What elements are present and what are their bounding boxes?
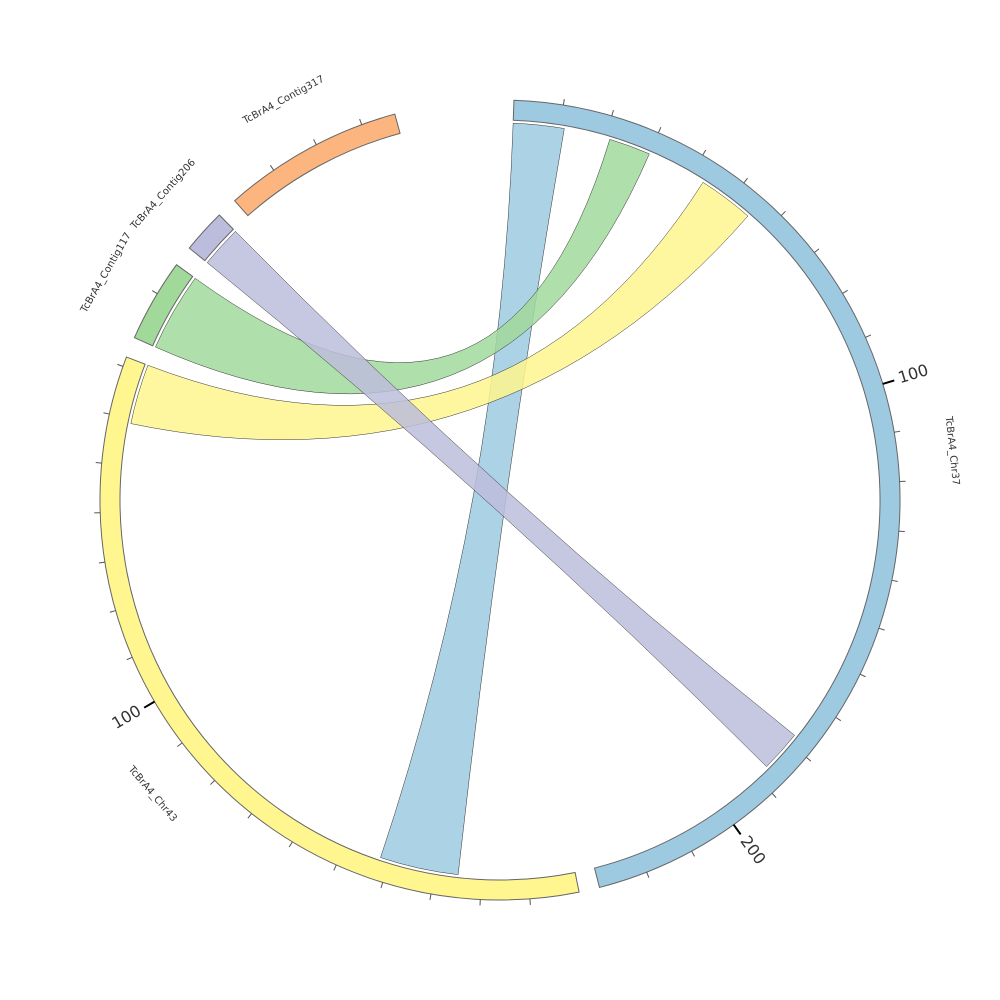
sector-tcbra4-chr43 — [99, 356, 580, 901]
links-layer — [130, 122, 795, 875]
tick-label-tcbra4-chr43-100: 100 — [108, 701, 144, 733]
major-tick-tcbra4-chr43-100 — [143, 700, 156, 709]
tick-tcbra4-chr37-20 — [611, 110, 614, 117]
tick-label-tcbra4-chr37-100: 100 — [896, 360, 931, 387]
sector-label-tcbra4-chr43: TcBrA4_Chr43 — [125, 763, 179, 824]
link-tcbra4-chr37-to-tcbra4-contig206-3 — [206, 231, 795, 767]
tick-tcbra4-contig317-20 — [313, 139, 317, 145]
tick-label-tcbra4-chr37-200: 200 — [737, 832, 770, 868]
tick-tcbra4-chr37-110 — [894, 430, 901, 433]
tick-tcbra4-chr37-160 — [859, 673, 866, 678]
tick-tcbra4-chr37-10 — [562, 99, 565, 106]
sector-tcbra4-contig206 — [188, 214, 235, 262]
sector-label-tcbra4-contig206: TcBrA4_Contig206 — [128, 157, 198, 232]
tick-tcbra4-chr43-60 — [288, 841, 293, 848]
sector-tcbra4-chr37 — [512, 99, 901, 889]
tick-tcbra4-chr37-50 — [743, 177, 748, 184]
tick-tcbra4-chr37-170 — [835, 716, 842, 722]
tick-tcbra4-chr37-90 — [865, 334, 872, 338]
tick-tcbra4-chr43-40 — [380, 882, 384, 889]
tick-tcbra4-chr37-210 — [691, 850, 695, 857]
sector-label-tcbra4-contig317: TcBrA4_Contig317 — [240, 74, 326, 127]
sector-tcbra4-contig317 — [233, 113, 401, 217]
tick-tcbra4-chr37-80 — [842, 289, 848, 294]
tick-tcbra4-chr43-90 — [177, 742, 183, 747]
tick-tcbra4-chr43-70 — [247, 813, 252, 819]
tick-tcbra4-chr43-50 — [333, 864, 337, 871]
major-tick-tcbra4-chr37-200 — [732, 824, 742, 835]
tick-tcbra4-chr37-180 — [805, 756, 812, 762]
tick-tcbra4-chr43-160 — [103, 412, 110, 415]
tick-tcbra4-chr43-30 — [429, 893, 432, 900]
tick-tcbra4-chr37-40 — [702, 149, 707, 156]
link-tcbra4-chr37-to-tcbra4-contig117-1 — [155, 139, 650, 395]
tick-tcbra4-chr43-170 — [117, 363, 124, 367]
tick-tcbra4-chr37-150 — [878, 627, 885, 631]
tick-tcbra4-contig317-10 — [269, 164, 275, 171]
tick-tcbra4-chr37-220 — [646, 871, 650, 878]
tick-tcbra4-contig117-10 — [151, 290, 158, 295]
sector-label-tcbra4-contig117: TcBrA4_Contig117 — [78, 231, 133, 316]
major-tick-tcbra4-chr37-100 — [882, 379, 895, 385]
tick-tcbra4-chr37-70 — [813, 248, 820, 253]
tick-tcbra4-chr43-80 — [210, 779, 216, 785]
tick-tcbra4-chr37-30 — [658, 127, 662, 133]
sector-tcbra4-contig117 — [133, 263, 194, 347]
link-tcbra4-chr37-to-tcbra4-chr43-2 — [130, 181, 749, 440]
tick-tcbra4-chr37-190 — [771, 792, 777, 798]
link-tcbra4-chr37-to-tcbra4-chr43-0 — [380, 122, 565, 875]
tick-tcbra4-contig317-30 — [359, 118, 363, 125]
tick-tcbra4-chr43-120 — [109, 610, 116, 613]
tick-tcbra4-chr37-60 — [780, 210, 786, 216]
sector-label-tcbra4-chr37: TcBrA4_Chr37 — [943, 415, 962, 486]
tick-tcbra4-chr43-130 — [98, 561, 105, 564]
tick-tcbra4-chr43-110 — [126, 656, 133, 661]
tick-tcbra4-chr37-140 — [891, 579, 898, 582]
tick-tcbra4-chr43-150 — [95, 462, 102, 464]
sectors-layer — [99, 99, 901, 901]
